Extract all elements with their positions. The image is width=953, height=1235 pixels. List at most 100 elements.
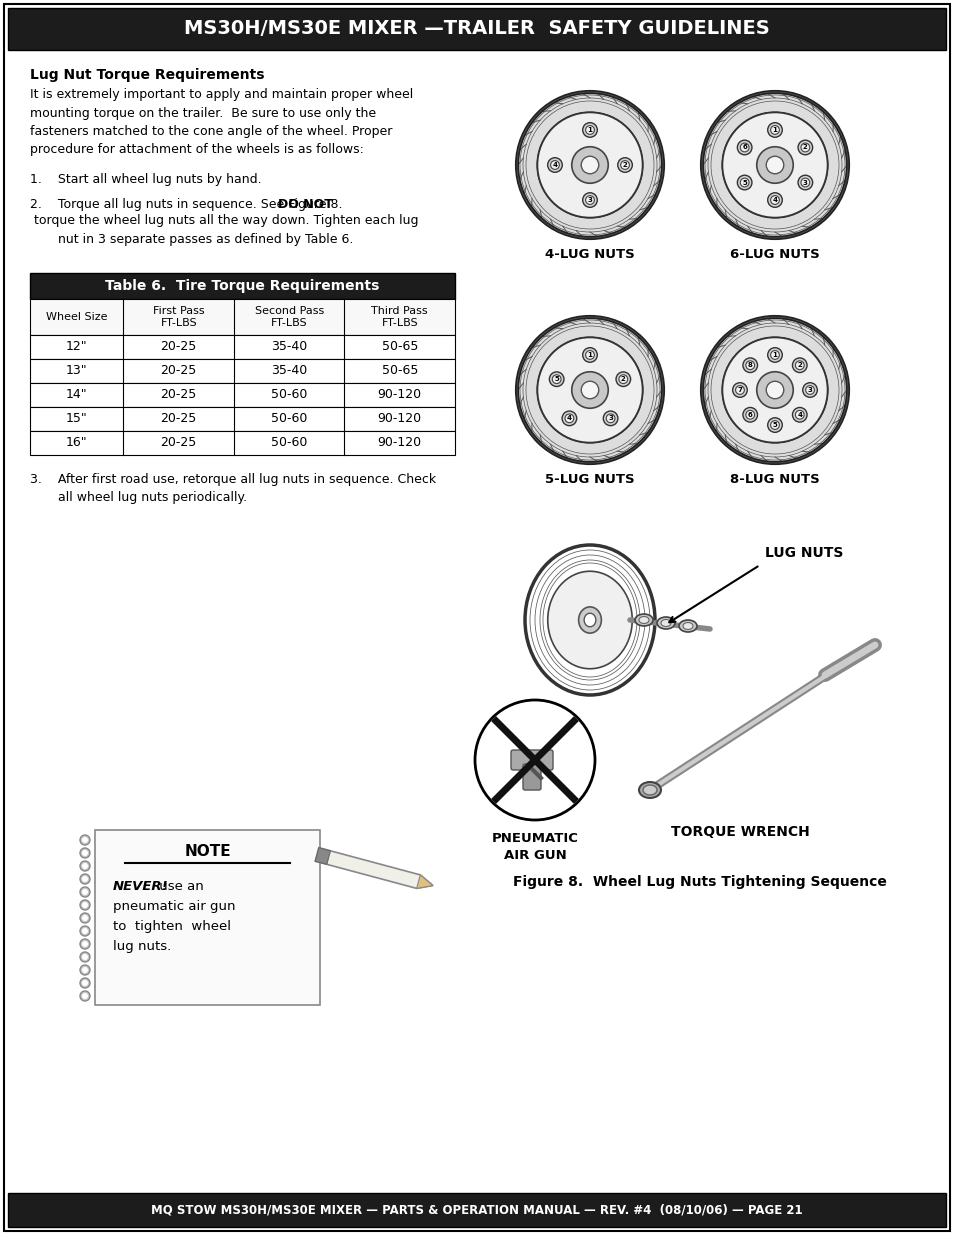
Ellipse shape [679,620,697,632]
Circle shape [82,927,88,934]
Circle shape [801,383,817,398]
Circle shape [742,408,757,422]
Text: 20-25: 20-25 [160,364,196,378]
Text: It is extremely important to apply and maintain proper wheel
mounting torque on : It is extremely important to apply and m… [30,88,413,157]
Text: 6: 6 [747,411,752,417]
Text: 90-120: 90-120 [377,412,421,426]
Circle shape [767,122,781,137]
Text: 2: 2 [797,362,801,368]
Circle shape [80,926,90,936]
Circle shape [82,915,88,921]
Text: 1: 1 [772,127,777,133]
Ellipse shape [583,614,596,626]
FancyBboxPatch shape [511,750,553,769]
Polygon shape [314,847,330,864]
Text: 4: 4 [552,162,557,168]
Text: First Pass
FT-LBS: First Pass FT-LBS [152,306,204,327]
Circle shape [618,158,632,173]
Circle shape [80,939,90,948]
Circle shape [801,143,809,152]
FancyBboxPatch shape [8,1193,945,1228]
Text: 50-60: 50-60 [271,412,307,426]
Text: 35-40: 35-40 [271,364,307,378]
Text: 90-120: 90-120 [377,389,421,401]
Circle shape [805,385,814,394]
Ellipse shape [639,782,660,798]
Circle shape [82,967,88,973]
Text: 2: 2 [622,162,627,168]
Text: 5-LUG NUTS: 5-LUG NUTS [544,473,634,487]
FancyBboxPatch shape [8,7,945,49]
Text: 20-25: 20-25 [160,389,196,401]
Circle shape [80,874,90,884]
Text: 50-60: 50-60 [271,389,307,401]
Text: 6: 6 [741,144,746,151]
Circle shape [571,147,608,183]
Text: 14": 14" [66,389,88,401]
Ellipse shape [660,620,670,626]
Circle shape [767,348,781,362]
FancyBboxPatch shape [30,359,455,383]
Text: 35-40: 35-40 [271,341,307,353]
Text: 5: 5 [772,422,777,429]
Text: TORQUE WRENCH: TORQUE WRENCH [670,825,808,839]
FancyBboxPatch shape [30,383,455,408]
Ellipse shape [642,785,657,795]
FancyBboxPatch shape [30,335,455,359]
Circle shape [80,990,90,1002]
Circle shape [620,161,629,169]
Text: use an: use an [154,881,204,893]
Wedge shape [701,317,847,463]
Ellipse shape [639,616,648,624]
Circle shape [582,348,597,362]
Circle shape [795,361,803,369]
Circle shape [756,147,792,183]
Text: 3: 3 [607,415,613,421]
Circle shape [801,178,809,186]
Ellipse shape [547,572,632,668]
Circle shape [798,175,812,190]
Text: 1: 1 [587,352,592,358]
Text: 2: 2 [802,144,807,151]
Circle shape [80,913,90,923]
Text: Third Pass
FT-LBS: Third Pass FT-LBS [371,306,428,327]
Circle shape [737,141,751,154]
Circle shape [80,965,90,974]
Circle shape [616,372,630,387]
FancyBboxPatch shape [95,830,319,1005]
Text: 4: 4 [772,198,777,203]
Text: 1: 1 [772,352,777,358]
Circle shape [547,158,561,173]
Text: 50-65: 50-65 [381,364,417,378]
Text: 90-120: 90-120 [377,436,421,450]
FancyBboxPatch shape [522,764,540,790]
Text: torque the wheel lug nuts all the way down. Tighten each lug
       nut in 3 sep: torque the wheel lug nuts all the way do… [30,214,418,246]
Circle shape [82,850,88,856]
Text: 7: 7 [737,387,741,393]
Text: 20-25: 20-25 [160,436,196,450]
Circle shape [795,410,803,419]
Circle shape [770,195,779,205]
Text: 8-LUG NUTS: 8-LUG NUTS [729,473,819,487]
Circle shape [475,700,595,820]
Text: 3: 3 [802,179,807,185]
Text: Wheel Size: Wheel Size [46,312,108,322]
Text: NOTE: NOTE [184,845,231,860]
FancyBboxPatch shape [30,299,455,335]
Text: Lug Nut Torque Requirements: Lug Nut Torque Requirements [30,68,264,82]
Circle shape [82,953,88,960]
Circle shape [585,126,594,135]
Text: MS30H/MS30E MIXER —TRAILER  SAFETY GUIDELINES: MS30H/MS30E MIXER —TRAILER SAFETY GUIDEL… [184,20,769,38]
Circle shape [82,981,88,986]
Text: 1: 1 [587,127,592,133]
Circle shape [82,863,88,869]
Circle shape [80,887,90,897]
Circle shape [564,414,573,422]
Text: 50-65: 50-65 [381,341,417,353]
Circle shape [765,157,783,174]
Circle shape [80,861,90,871]
Circle shape [740,143,748,152]
Ellipse shape [578,606,600,634]
Text: 2.    Torque all lug nuts in sequence. See Figure 8.: 2. Torque all lug nuts in sequence. See … [30,198,350,211]
Text: LUG NUTS: LUG NUTS [764,546,842,559]
